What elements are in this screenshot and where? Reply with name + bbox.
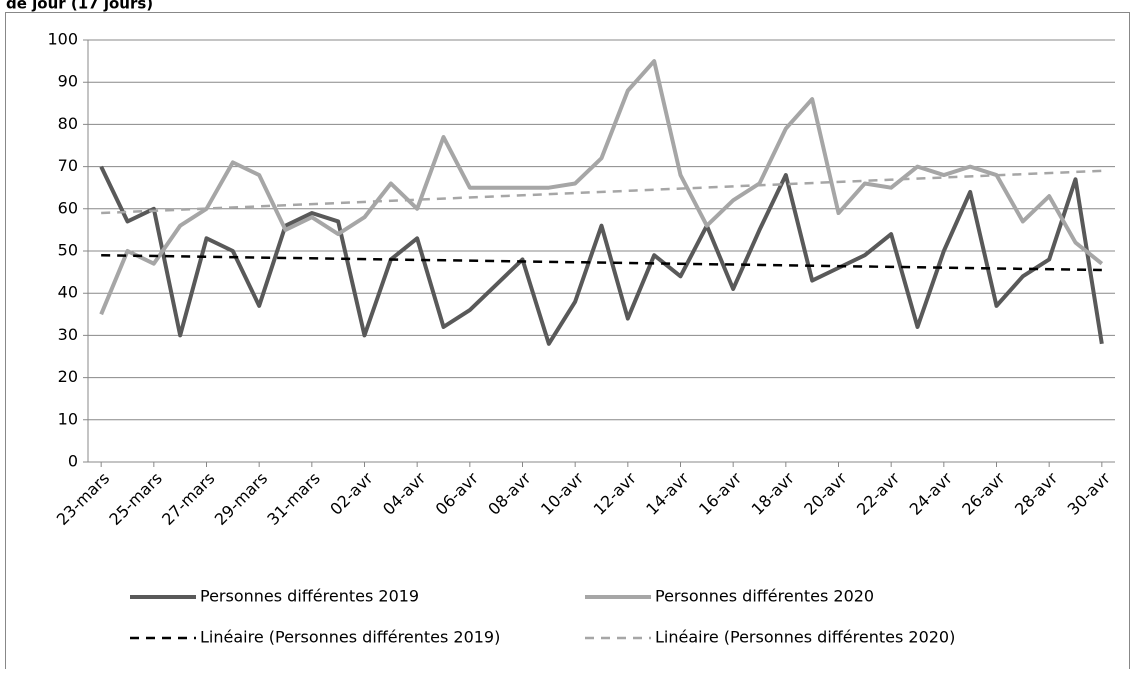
data-line <box>99 165 1104 346</box>
y-tick-label: 0 <box>68 452 78 471</box>
chart-title: de jour (17 jours) <box>6 0 153 13</box>
x-tick-label: 31-mars <box>263 469 323 529</box>
x-tick-label: 26-avr <box>958 468 1008 518</box>
y-tick-label: 20 <box>58 367 78 386</box>
x-tick-label: 27-mars <box>158 469 218 529</box>
x-tick-label: 16-avr <box>695 468 745 518</box>
y-tick-label: 10 <box>58 409 78 428</box>
x-tick-label: 29-mars <box>211 469 271 529</box>
x-tick-label: 04-avr <box>379 468 429 518</box>
x-tick-label: 30-avr <box>1064 468 1114 518</box>
y-tick-label: 70 <box>58 156 78 175</box>
legend-label: Personnes différentes 2019 <box>200 587 419 606</box>
x-tick-label: 02-avr <box>326 468 376 518</box>
x-tick-label: 28-avr <box>1011 468 1061 518</box>
legend-label: Personnes différentes 2020 <box>655 587 874 606</box>
x-tick-label: 24-avr <box>906 468 956 518</box>
x-tick-label: 06-avr <box>432 468 482 518</box>
y-tick-label: 100 <box>47 30 78 49</box>
y-tick-label: 30 <box>58 325 78 344</box>
legend-label: Linéaire (Personnes différentes 2019) <box>200 628 500 647</box>
x-tick-label: 25-mars <box>105 469 165 529</box>
x-tick-label: 12-avr <box>590 468 640 518</box>
x-tick-label: 20-avr <box>800 468 850 518</box>
y-tick-label: 50 <box>58 241 78 260</box>
chart-border <box>5 12 1130 673</box>
trend-line <box>101 169 1102 215</box>
y-tick-label: 60 <box>58 198 78 217</box>
trend-line <box>101 253 1102 272</box>
x-tick-label: 23-mars <box>53 469 113 529</box>
x-tick-label: 22-avr <box>853 468 903 518</box>
y-tick-label: 80 <box>58 114 78 133</box>
y-tick-label: 40 <box>58 283 78 302</box>
legend-label: Linéaire (Personnes différentes 2020) <box>655 628 955 647</box>
x-tick-label: 10-avr <box>537 468 587 518</box>
x-tick-label: 08-avr <box>484 468 534 518</box>
data-line <box>99 59 1104 316</box>
y-tick-label: 90 <box>58 72 78 91</box>
x-tick-label: 14-avr <box>642 468 692 518</box>
x-tick-label: 18-avr <box>748 468 798 518</box>
